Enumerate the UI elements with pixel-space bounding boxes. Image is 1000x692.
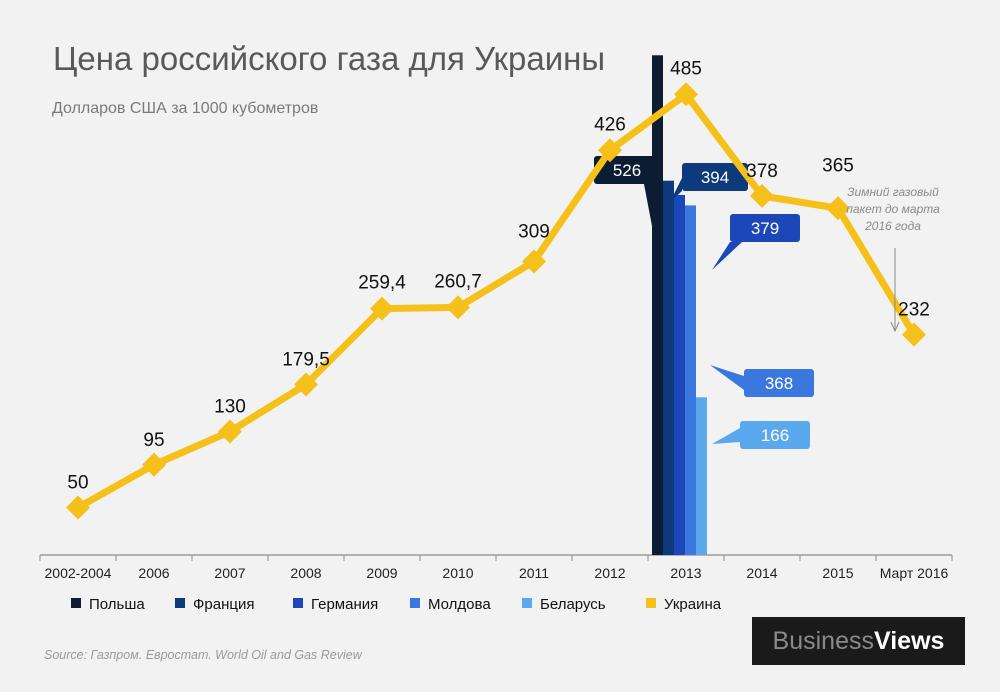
ukraine-value-label: 485 <box>670 58 702 79</box>
x-tick-label: 2014 <box>746 565 777 581</box>
chart-subtitle: Долларов США за 1000 кубометров <box>52 100 319 117</box>
callout-tail-0 <box>644 184 656 226</box>
ukraine-value-label: 378 <box>746 161 778 182</box>
callout-tail-3 <box>710 365 744 390</box>
x-tick-label: 2011 <box>519 565 549 581</box>
bar-2 <box>674 194 685 555</box>
ukraine-value-label: 179,5 <box>282 349 330 370</box>
ukraine-value-label: 309 <box>518 221 550 242</box>
ukraine-point <box>750 183 774 208</box>
bar-value-label: 368 <box>765 374 793 393</box>
annotation-text: Зимний газовый <box>847 185 939 199</box>
x-tick-label: 2007 <box>214 565 245 581</box>
legend-swatch <box>71 598 81 608</box>
legend-swatch <box>175 598 185 608</box>
source-note: Source: Газпром. Евростат. World Oil and… <box>44 648 362 662</box>
x-tick-label: 2008 <box>290 565 321 581</box>
ukraine-value-label: 365 <box>822 155 854 176</box>
annotation-text: пакет до марта <box>846 202 940 216</box>
legend-label: Украина <box>664 596 722 613</box>
x-tick-label: 2012 <box>594 565 625 581</box>
x-tick-label: 2013 <box>670 565 701 581</box>
callout-box-0 <box>594 156 660 184</box>
callout-box-1 <box>682 163 748 191</box>
ukraine-point <box>218 419 242 444</box>
legend-swatch <box>293 598 303 608</box>
ukraine-point <box>446 295 470 320</box>
ukraine-point <box>674 82 698 107</box>
ukraine-point <box>902 322 926 347</box>
callout-box-3 <box>744 369 814 397</box>
ukraine-point <box>294 372 318 397</box>
ukraine-point <box>826 196 850 221</box>
ukraine-point <box>598 138 622 163</box>
ukraine-value-label: 426 <box>594 114 626 135</box>
legend-label: Франция <box>193 596 254 613</box>
legend-swatch <box>410 598 420 608</box>
x-tick-label: Март 2016 <box>880 565 949 581</box>
ukraine-point <box>522 249 546 274</box>
legend-swatch <box>646 598 656 608</box>
callout-box-2 <box>730 214 800 242</box>
x-tick-label: 2015 <box>822 565 853 581</box>
ukraine-value-label: 95 <box>143 430 164 451</box>
bar-value-label: 379 <box>751 219 779 238</box>
x-tick-label: 2010 <box>442 565 473 581</box>
legend-label: Германия <box>311 596 378 613</box>
legend-label: Беларусь <box>540 596 606 613</box>
bar-3 <box>685 205 696 555</box>
ukraine-value-label: 130 <box>214 397 246 418</box>
annotation-arrow-head <box>890 321 900 333</box>
bar-4 <box>696 397 707 555</box>
chart-title: Цена российского газа для Украины <box>53 40 606 77</box>
ukraine-point <box>370 296 394 321</box>
ukraine-value-label: 50 <box>67 473 88 494</box>
callout-tail-2 <box>712 242 742 270</box>
x-tick-label: 2009 <box>366 565 397 581</box>
logo-part1: Business <box>772 626 874 655</box>
business-views-logo: Business Views <box>752 617 965 665</box>
callout-tail-1 <box>670 178 682 202</box>
ukraine-line <box>76 90 917 511</box>
ukraine-value-label: 259,4 <box>358 273 406 294</box>
legend-label: Молдова <box>428 596 491 613</box>
legend-swatch <box>522 598 532 608</box>
bar-value-label: 394 <box>701 168 729 187</box>
bar-0 <box>652 55 663 556</box>
bar-1 <box>663 180 674 555</box>
x-tick-label: 2002-2004 <box>45 565 112 581</box>
x-tick-label: 2006 <box>138 565 169 581</box>
ukraine-point <box>66 495 90 520</box>
bar-value-label: 166 <box>761 426 789 445</box>
callout-box-4 <box>740 421 810 449</box>
ukraine-value-label: 232 <box>898 300 930 321</box>
annotation-text: 2016 года <box>864 219 921 233</box>
legend-label: Польша <box>89 596 145 613</box>
ukraine-value-label: 260,7 <box>434 271 482 292</box>
callout-tail-4 <box>712 428 740 444</box>
bar-value-label: 526 <box>613 161 641 180</box>
ukraine-point <box>142 452 166 477</box>
logo-part2: Views <box>874 626 945 655</box>
